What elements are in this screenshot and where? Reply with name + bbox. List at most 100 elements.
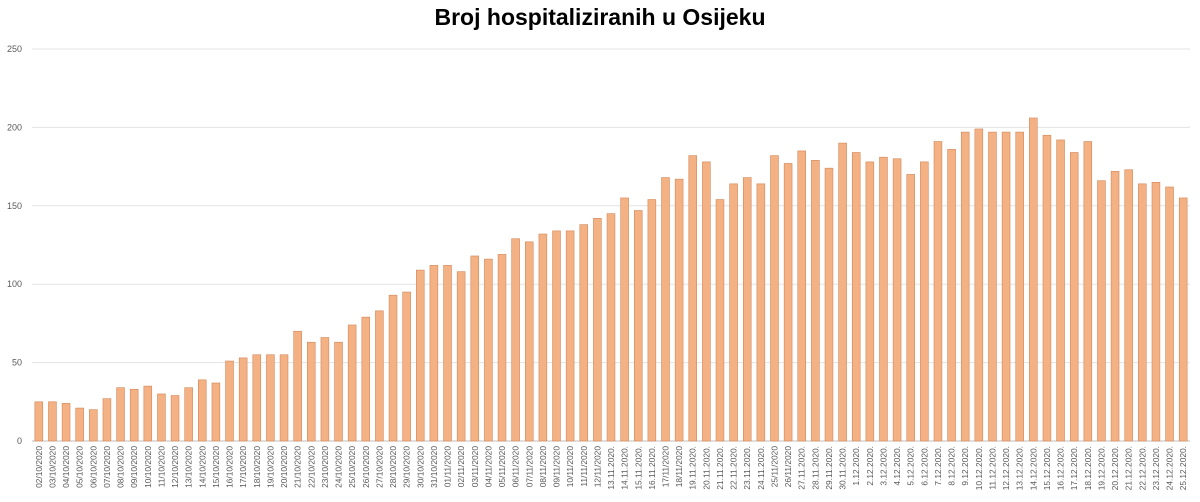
bar — [1138, 183, 1147, 442]
x-tick-label: 20/10/2020 — [279, 446, 289, 488]
bar — [266, 354, 275, 442]
bar — [484, 258, 493, 442]
x-tick-label: 03/11/2020 — [470, 446, 480, 488]
x-tick-label: 04/11/2020 — [483, 446, 493, 488]
bar — [497, 254, 507, 442]
bar — [797, 150, 806, 442]
bar — [851, 152, 861, 442]
bar — [170, 395, 180, 442]
bar — [865, 161, 875, 442]
x-tick-label: 24.12.2020. — [1165, 446, 1175, 490]
bar — [960, 131, 970, 442]
bar — [511, 238, 520, 442]
x-tick-label: 23.11.2020. — [742, 446, 752, 490]
x-tick-label: 02/11/2020 — [456, 446, 466, 488]
bar — [1083, 141, 1093, 442]
bar — [456, 271, 466, 442]
x-tick-label: 18.12.2020. — [1083, 446, 1093, 490]
bar — [416, 269, 425, 442]
bar — [252, 354, 262, 442]
x-tick-label: 18/10/2020 — [252, 446, 262, 488]
bar — [906, 174, 915, 442]
bar — [606, 213, 616, 442]
bar — [538, 233, 548, 442]
y-tick-label: 200 — [7, 122, 22, 132]
bar — [225, 360, 234, 442]
bar — [143, 385, 153, 442]
bar — [238, 357, 248, 442]
bar — [702, 161, 711, 442]
bar — [879, 156, 888, 442]
x-tick-label: 19.12.2020. — [1096, 446, 1106, 490]
bar — [48, 401, 57, 442]
x-tick-label: 28.11.2020. — [810, 446, 820, 490]
x-tick-label: 10/11/2020 — [565, 446, 575, 488]
x-tick-label: 21.11.2020. — [715, 446, 725, 490]
x-tick-label: 30.11.2020. — [838, 446, 848, 490]
bar — [838, 142, 847, 442]
bar — [770, 155, 779, 442]
bar — [334, 341, 343, 442]
bar — [1042, 134, 1052, 442]
bar — [756, 183, 766, 442]
x-tick-label: 12/10/2020 — [170, 446, 180, 488]
bar — [402, 291, 411, 442]
x-tick-label: 05/11/2020 — [497, 446, 507, 488]
x-tick-label: 17/11/2020 — [660, 446, 670, 488]
x-tick-label: 25.12.2020. — [1178, 446, 1188, 490]
x-tick-label: 05/10/2020 — [75, 446, 85, 488]
x-tick-label: 06/10/2020 — [88, 446, 98, 488]
x-tick-label: 21.12.2020. — [1124, 446, 1134, 490]
x-tick-label: 14.11.2020. — [620, 446, 630, 490]
x-tick-label: 19/10/2020 — [265, 446, 275, 488]
bar — [579, 224, 588, 442]
bar — [320, 337, 330, 442]
bar — [947, 149, 956, 442]
x-tick-label: 16.12.2020. — [1056, 446, 1066, 490]
bar — [1124, 169, 1133, 442]
bar — [1097, 180, 1106, 442]
x-tick-label: 9.12.2020. — [960, 446, 970, 486]
x-tick-label: 01/11/2020 — [443, 446, 453, 488]
bar — [824, 167, 834, 442]
bar — [892, 158, 902, 442]
x-tick-label: 08/11/2020 — [538, 446, 548, 488]
bar — [525, 241, 534, 442]
x-tick-label: 7.12.2020. — [933, 446, 943, 486]
bar — [89, 409, 98, 442]
bar — [184, 387, 193, 442]
x-tick-label: 08/10/2020 — [116, 446, 126, 488]
bar — [729, 183, 738, 442]
bar — [1178, 197, 1188, 442]
bar — [102, 398, 112, 442]
x-tick-label: 4.12.2020. — [892, 446, 902, 486]
x-tick-label: 26/10/2020 — [361, 446, 371, 488]
bar — [633, 210, 643, 442]
x-tick-label: 6.12.2020. — [919, 446, 929, 486]
x-tick-label: 09/11/2020 — [552, 446, 562, 488]
y-tick-label: 250 — [7, 44, 22, 54]
bar — [157, 393, 166, 442]
x-tick-label: 28/10/2020 — [388, 446, 398, 488]
bar — [388, 294, 398, 442]
bar — [552, 230, 561, 442]
bar — [429, 265, 439, 442]
bar — [688, 155, 697, 442]
bar — [443, 265, 452, 442]
bar — [211, 382, 221, 442]
x-tick-label: 5.12.2020. — [906, 446, 916, 486]
bar — [307, 341, 316, 442]
x-tick-label: 1.12.2020. — [851, 446, 861, 486]
bar — [565, 230, 575, 442]
bar — [783, 163, 793, 442]
bar — [1165, 186, 1174, 442]
y-tick-label: 50 — [12, 358, 22, 368]
bar — [920, 161, 929, 442]
bar — [129, 388, 139, 442]
x-tick-label: 07/10/2020 — [102, 446, 112, 488]
x-tick-label: 12/11/2020 — [592, 446, 602, 488]
x-tick-label: 22.12.2020. — [1137, 446, 1147, 490]
y-tick-label: 150 — [7, 201, 22, 211]
bar — [1015, 131, 1024, 442]
x-tick-label: 15.11.2020. — [633, 446, 643, 490]
